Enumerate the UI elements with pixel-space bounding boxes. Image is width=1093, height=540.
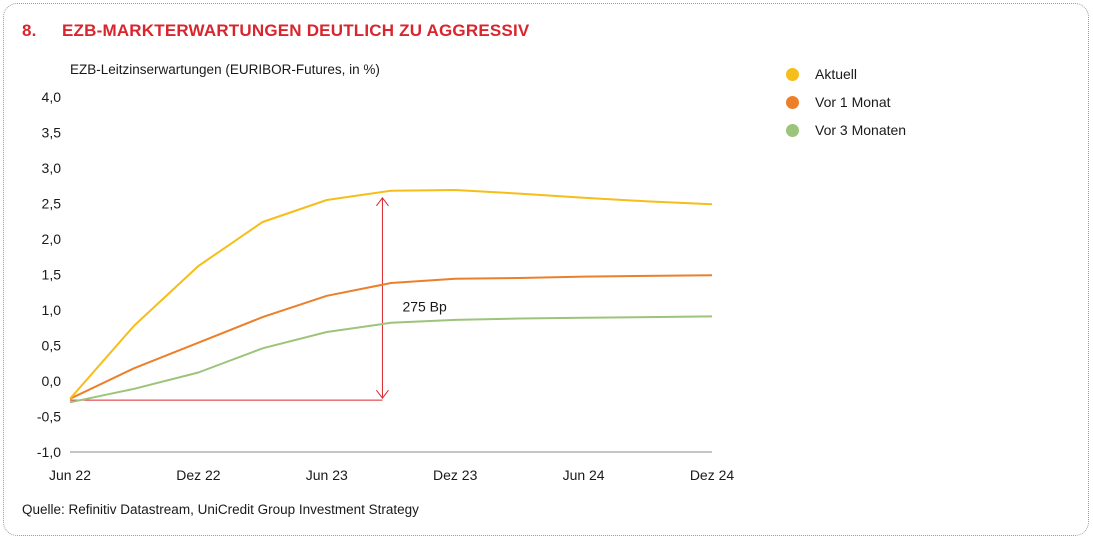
y-tick-label: -0,5: [37, 409, 61, 425]
x-tick-label: Dez 23: [433, 467, 478, 483]
chart-title-text: EZB-MARKTERWARTUNGEN DEUTLICH ZU AGGRESS…: [62, 21, 530, 40]
annotation-label: 275 Bp: [402, 298, 447, 314]
legend-item-vor-3-monaten: Vor 3 Monaten: [786, 116, 906, 144]
y-tick-label: 1,5: [42, 267, 62, 283]
legend-dot-vor-1-monat: [786, 95, 799, 109]
y-tick-label: 3,5: [42, 125, 62, 141]
x-tick-label: Jun 22: [49, 467, 91, 483]
series-line-aktuell: [69, 189, 713, 400]
chart-frame: [3, 3, 1089, 536]
series-line-vor-1-monat: [69, 274, 713, 400]
y-tick-labels: 4,0 3,5 3,0 2,5 2,0 1,5 1,0 0,5 0,0 -0,5 -1,0: [37, 89, 61, 460]
y-tick-label: 4,0: [42, 89, 62, 105]
legend-item-aktuell: Aktuell: [786, 60, 906, 88]
legend: Aktuell Vor 1 Monat Vor 3 Monaten: [786, 60, 906, 144]
x-tick-label: Jun 24: [563, 467, 605, 483]
y-tick-label: -1,0: [37, 444, 61, 460]
annotation-arrow-head-down: [376, 389, 389, 400]
x-tick-labels: Jun 22 Dez 22 Jun 23 Dez 23 Jun 24 Dez 24: [49, 467, 734, 483]
legend-label-aktuell: Aktuell: [815, 66, 858, 82]
annotation-arrow-head-up: [376, 196, 389, 207]
legend-label-vor-1-monat: Vor 1 Monat: [815, 94, 891, 110]
series-line-vor-3-monaten: [69, 315, 713, 404]
y-axis-label: EZB-Leitzinserwartungen (EURIBOR-Futures…: [70, 62, 380, 77]
legend-label-vor-3-monaten: Vor 3 Monaten: [815, 122, 907, 138]
y-tick-label: 1,0: [42, 302, 62, 318]
y-tick-label: 2,0: [42, 231, 62, 247]
legend-item-vor-1-monat: Vor 1 Monat: [786, 88, 906, 116]
source-note: Quelle: Refinitiv Datastream, UniCredit …: [22, 502, 419, 517]
chart-title: 8. EZB-MARKTERWARTUNGEN DEUTLICH ZU AGGRE…: [22, 21, 529, 41]
y-tick-label: 0,0: [42, 373, 62, 389]
legend-dot-vor-3-monaten: [786, 123, 799, 137]
annotation-group: 275 Bp: [70, 196, 447, 401]
y-tick-label: 2,5: [42, 196, 62, 212]
y-tick-label: 3,0: [42, 160, 62, 176]
series-lines: [69, 189, 713, 404]
legend-dot-aktuell: [786, 67, 799, 81]
x-tick-label: Jun 23: [306, 467, 348, 483]
chart-number: 8.: [22, 21, 37, 40]
x-tick-label: Dez 24: [690, 467, 735, 483]
y-tick-label: 0,5: [42, 338, 62, 354]
x-tick-label: Dez 22: [176, 467, 221, 483]
